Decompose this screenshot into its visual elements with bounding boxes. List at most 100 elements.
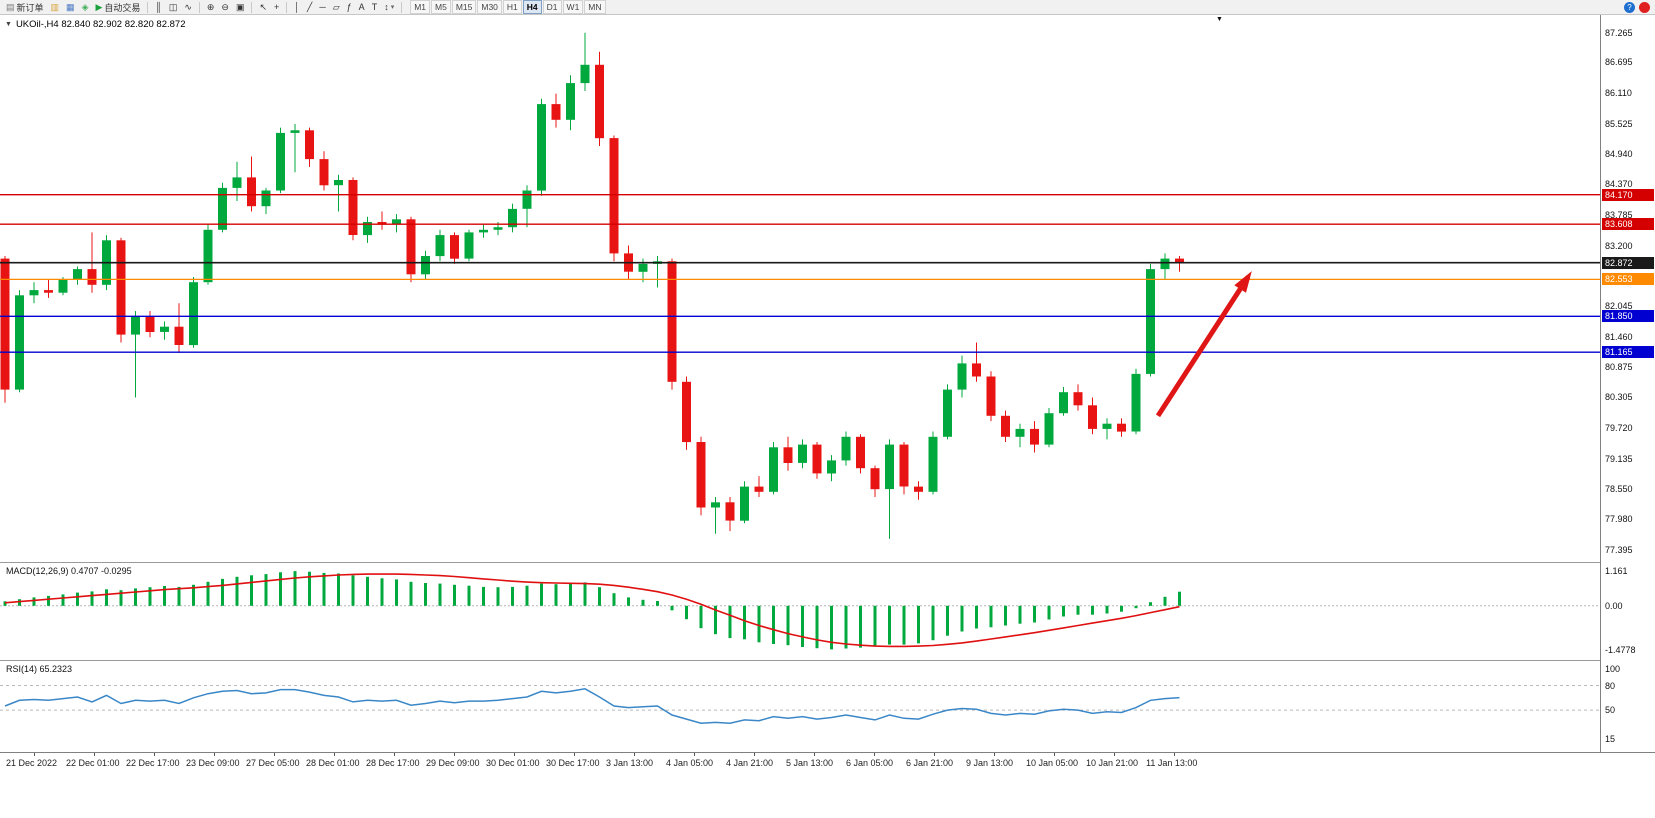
time-tick xyxy=(634,753,635,756)
autotrading-play-icon: ▶ xyxy=(95,1,103,12)
market-watch-button[interactable]: ▥ xyxy=(48,1,63,14)
arrows-tool-button[interactable]: ↕ ▾ xyxy=(381,1,397,14)
rsi-pane[interactable] xyxy=(0,661,1600,751)
line-chart-icon: ∿ xyxy=(184,1,192,12)
candle xyxy=(1131,368,1141,435)
time-label: 3 Jan 13:00 xyxy=(606,758,654,768)
price-badge-84.170: 84.170 xyxy=(1602,188,1654,201)
rsi-tick-label: 100 xyxy=(1605,664,1621,675)
candle xyxy=(203,224,213,285)
timeframe-button-m1[interactable]: M1 xyxy=(410,0,431,14)
candle xyxy=(1088,397,1097,435)
timeframe-toolbar: M1 M5 M15 M30 H1 H4 D1 W1 MN xyxy=(410,0,606,14)
candle xyxy=(218,182,227,233)
timeframe-button-w1[interactable]: W1 xyxy=(562,0,584,14)
time-tick xyxy=(814,753,815,756)
crosshair-button[interactable]: + xyxy=(271,1,282,14)
candle xyxy=(783,436,793,471)
new-order-button[interactable]: ▤ 新订单 xyxy=(3,1,47,14)
candle xyxy=(537,98,546,196)
bar-chart-icon: ║ xyxy=(155,1,162,12)
time-label: 5 Jan 13:00 xyxy=(786,758,834,768)
vertical-line-button[interactable]: │ xyxy=(291,1,303,14)
main-chart-pane[interactable] xyxy=(0,15,1600,562)
candle xyxy=(174,303,184,353)
market-watch-icon: ▥ xyxy=(50,1,60,12)
time-tick xyxy=(1114,753,1115,756)
vertical-line-icon: │ xyxy=(294,1,300,12)
zoom-in-button[interactable]: ⊕ xyxy=(204,1,218,14)
help-glyph: ? xyxy=(1627,2,1632,12)
candle xyxy=(508,203,517,233)
candlestick-chart-button[interactable]: ◫ xyxy=(166,1,181,14)
time-tick xyxy=(1054,753,1055,756)
tile-windows-button[interactable]: ▣ xyxy=(233,1,248,14)
line-chart-button[interactable]: ∿ xyxy=(181,1,195,14)
pane-splitter[interactable] xyxy=(0,562,1655,563)
channel-button[interactable]: ▱ xyxy=(330,1,343,14)
timeframe-button-m15[interactable]: M15 xyxy=(451,0,477,14)
oneclick-dropdown-icon[interactable]: ▼ xyxy=(5,21,12,28)
trendline-button[interactable]: ╱ xyxy=(304,1,315,14)
horizontal-line-icon: ─ xyxy=(319,1,326,12)
toolbar-separator xyxy=(286,1,288,13)
time-tick xyxy=(94,753,95,756)
candle xyxy=(334,174,343,212)
candle xyxy=(841,431,851,466)
candle xyxy=(653,256,662,288)
cursor-icon: ↖ xyxy=(259,1,268,12)
price-tick-label: 83.785 xyxy=(1605,209,1633,220)
candle xyxy=(247,156,256,212)
candle xyxy=(899,442,909,495)
time-label: 21 Dec 2022 xyxy=(6,758,58,768)
price-tick-label: 77.395 xyxy=(1605,544,1633,555)
fibonacci-button[interactable]: ƒ xyxy=(344,1,355,14)
macd-pane[interactable] xyxy=(0,563,1600,659)
data-window-button[interactable]: ▦ xyxy=(63,1,78,14)
candle xyxy=(319,151,329,191)
candle xyxy=(160,321,169,340)
timeframe-button-mn[interactable]: MN xyxy=(584,0,606,14)
time-label: 28 Dec 17:00 xyxy=(366,758,420,768)
toolbar-separator xyxy=(147,1,149,13)
timeframe-button-h1[interactable]: H1 xyxy=(502,0,522,14)
time-label: 29 Dec 09:00 xyxy=(426,758,480,768)
bar-chart-button[interactable]: ║ xyxy=(152,1,164,14)
time-axis[interactable]: 21 Dec 2022 22 Dec 01:00 22 Dec 17:00 23 De… xyxy=(0,752,1655,773)
time-tick xyxy=(274,753,275,756)
time-label: 28 Dec 01:00 xyxy=(306,758,360,768)
price-axis[interactable]: 87.265 86.695 86.110 85.525 84.940 84.370 83.7… xyxy=(1600,15,1655,753)
timeframe-button-m30[interactable]: M30 xyxy=(477,0,502,14)
macd-tick-label: 1.161 xyxy=(1605,566,1628,577)
autotrading-button[interactable]: ▶ 自动交易 xyxy=(92,1,143,14)
timeframe-button-d1[interactable]: D1 xyxy=(542,0,562,14)
time-tick xyxy=(694,753,695,756)
horizontal-line-button[interactable]: ─ xyxy=(316,1,328,14)
candle xyxy=(740,481,749,524)
zoom-out-button[interactable]: ⊖ xyxy=(218,1,232,14)
community-icon[interactable]: ? xyxy=(1624,1,1635,13)
candle xyxy=(986,371,996,422)
channel-icon: ▱ xyxy=(332,1,340,12)
timeframe-button-m5[interactable]: M5 xyxy=(431,0,451,14)
candle xyxy=(725,497,735,532)
cursor-button[interactable]: ↖ xyxy=(256,1,270,14)
navigator-button[interactable]: ◈ xyxy=(79,1,92,14)
candle xyxy=(261,187,271,215)
candle xyxy=(0,256,10,403)
candle xyxy=(1117,418,1126,437)
candle xyxy=(421,250,430,280)
candle xyxy=(1102,418,1112,440)
candle xyxy=(566,75,575,131)
arrow-annotation[interactable] xyxy=(1155,275,1251,418)
price-badge-82.872: 82.872 xyxy=(1602,256,1654,269)
time-tick xyxy=(1174,753,1175,756)
label-tool-button[interactable]: T xyxy=(369,1,381,14)
time-label: 6 Jan 21:00 xyxy=(906,758,954,768)
pane-splitter[interactable] xyxy=(0,660,1655,661)
text-tool-button[interactable]: A xyxy=(356,1,368,14)
time-label: 22 Dec 17:00 xyxy=(126,758,180,768)
timeframe-button-h4[interactable]: H4 xyxy=(522,0,542,14)
chart-shift-marker[interactable]: ▼ xyxy=(1216,16,1223,23)
record-icon[interactable] xyxy=(1639,1,1650,13)
